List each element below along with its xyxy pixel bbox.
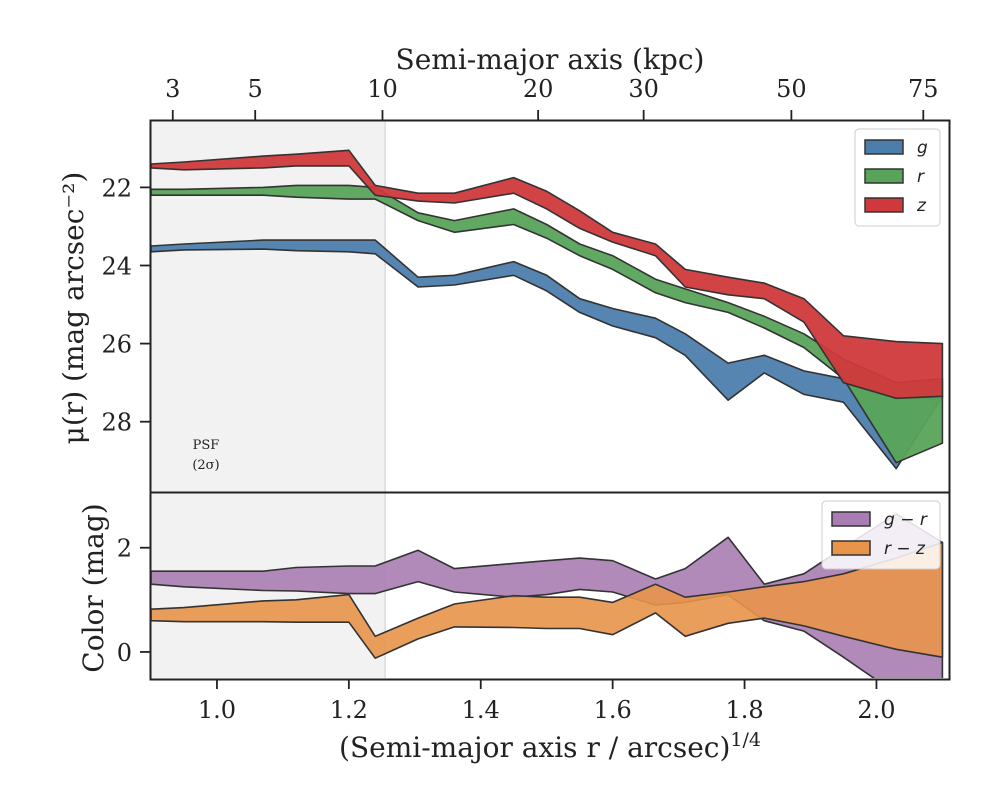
x-axis-label-text: (Semi-major axis r / arcsec): [339, 731, 730, 764]
top-x-axis-label: Semi-major axis (kpc): [396, 43, 705, 76]
psf-shade: [151, 121, 386, 678]
legend-label: g: [917, 138, 928, 158]
legend-swatch: [864, 168, 904, 184]
y-tick-label: 28: [101, 409, 132, 437]
top-x-tick-label: 30: [628, 75, 659, 103]
legend-label: r − z: [884, 539, 926, 559]
legend-label: z: [916, 196, 927, 216]
band-color-1: [151, 541, 944, 659]
x-axis-label-power: 1/4: [730, 729, 761, 751]
legend-swatch: [864, 197, 904, 213]
top-x-tick-label: 5: [248, 75, 263, 103]
top-x-tick-label: 20: [523, 75, 554, 103]
x-tick-label: 1.8: [725, 696, 763, 724]
psf-label: PSF: [193, 438, 220, 453]
psf-region: [151, 121, 386, 678]
y-tick-label: 0: [117, 639, 132, 667]
legend-swatch: [831, 511, 871, 527]
x-tick-label: 1.6: [594, 696, 632, 724]
legend-top: grz: [854, 128, 941, 227]
x-tick-label: 2.0: [857, 696, 895, 724]
legend-bottom: g − r r − z: [821, 500, 941, 570]
y-tick-label: 22: [101, 174, 132, 202]
bottom-y-axis-label: Color (mag): [77, 503, 110, 672]
x-tick-label: 1.2: [330, 696, 368, 724]
top-x-tick-label: 3: [165, 75, 180, 103]
color-bands: [151, 513, 944, 678]
axis-ticks: 1.0 1.2 1.4 1.6 1.8 2.0 3 5 10 20 30 50 75 22 24 26 28 0 2: [101, 75, 938, 724]
bottom-panel-frame: [149, 491, 951, 681]
top-y-axis-label: μ(r) (mag arcsec⁻²): [57, 172, 90, 445]
legend-label: r: [917, 167, 925, 187]
top-x-tick-label: 50: [776, 75, 807, 103]
legend-label: g − r: [884, 510, 928, 530]
x-axis-label: (Semi-major axis r / arcsec)1/4: [339, 729, 761, 764]
band-surface-brightness-2: [151, 149, 944, 400]
y-tick-label: 26: [101, 331, 132, 359]
top-x-tick-label: 10: [367, 75, 398, 103]
top-x-tick-label: 75: [908, 75, 939, 103]
y-tick-label: 2: [117, 535, 132, 563]
surface-brightness-bands: [151, 149, 944, 470]
x-tick-label: 1.0: [198, 696, 236, 724]
legend-swatch: [831, 540, 871, 556]
legend-swatch: [864, 139, 904, 155]
band-surface-brightness-1: [151, 184, 944, 464]
psf-sigma-label: (2σ): [192, 458, 219, 473]
y-tick-label: 24: [101, 252, 132, 280]
x-tick-label: 1.4: [462, 696, 500, 724]
